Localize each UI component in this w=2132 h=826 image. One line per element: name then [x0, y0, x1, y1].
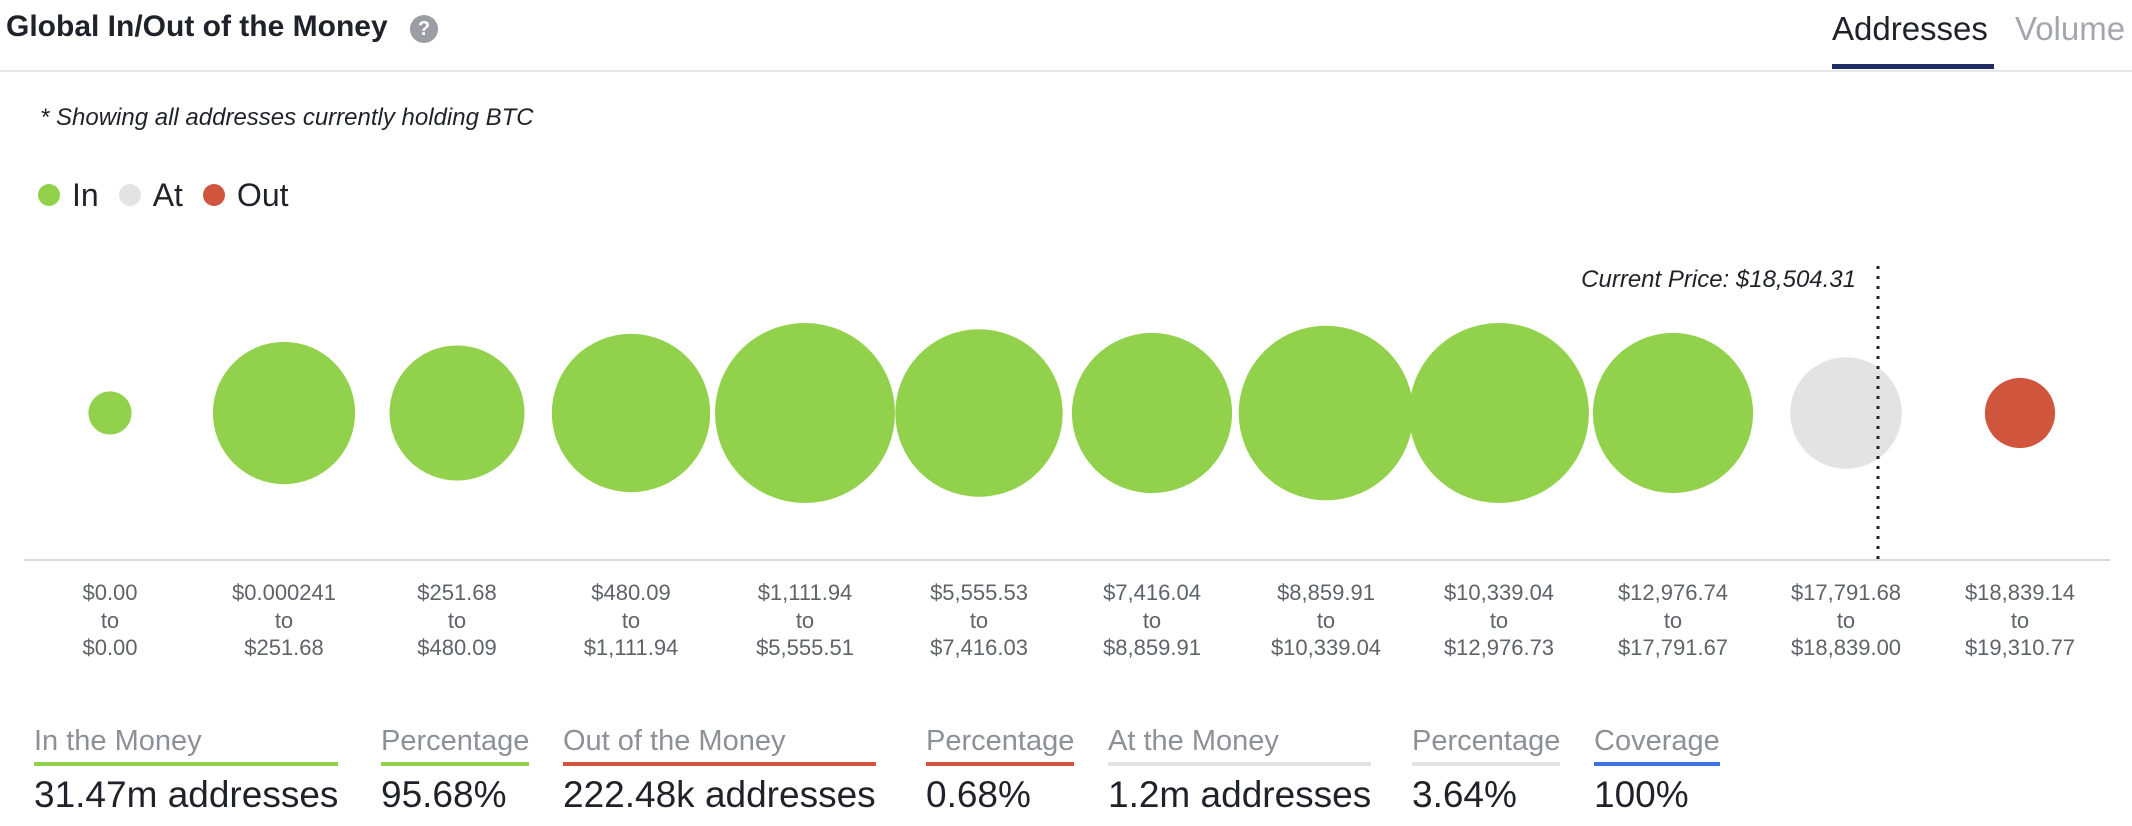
- legend: In At Out: [38, 175, 309, 215]
- tick-label-from: $480.09: [591, 580, 671, 605]
- tick-label-to-word: to: [275, 608, 293, 633]
- tick-label-to-word: to: [1317, 608, 1335, 633]
- tick-label-from: $0.000241: [232, 580, 336, 605]
- tick-label-to-word: to: [1837, 608, 1855, 633]
- bubble-out[interactable]: [1984, 377, 2056, 449]
- current-price-label: Current Price: $18,504.31: [1581, 266, 1856, 293]
- tab-volume[interactable]: Volume: [2015, 10, 2126, 47]
- bubble-in[interactable]: [895, 329, 1063, 497]
- tick-label-from: $17,791.68: [1791, 580, 1901, 605]
- tick-label-from: $10,339.04: [1444, 580, 1554, 605]
- bubble-in[interactable]: [212, 341, 356, 485]
- tick-label-to: $10,339.04: [1271, 635, 1381, 660]
- tick-label-to: $19,310.77: [1965, 635, 2075, 660]
- tick-label-to: $7,416.03: [930, 635, 1028, 660]
- tick-label-to-word: to: [1664, 608, 1682, 633]
- holding-note: * Showing all addresses currently holdin…: [40, 104, 534, 131]
- tick-label-to: $1,111.94: [584, 635, 679, 660]
- bubble-in[interactable]: [715, 323, 895, 503]
- stat-value: 222.48k addresses: [563, 774, 876, 815]
- legend-label-out: Out: [236, 176, 289, 213]
- tick-label-to: $480.09: [417, 635, 497, 660]
- tick-label-to-word: to: [1143, 608, 1161, 633]
- stat-out-of-the-money: Out of the Money 222.48k addresses: [563, 725, 876, 816]
- tick-label-to: $8,859.91: [1103, 635, 1201, 660]
- tick-label-from: $251.68: [417, 580, 497, 605]
- stat-in-the-money: In the Money 31.47m addresses: [34, 725, 339, 816]
- bubble-chart: $0.00to$0.00$0.000241to$251.68$251.68to$…: [24, 266, 2110, 660]
- stat-value: 95.68%: [381, 774, 507, 815]
- legend-item-at[interactable]: At: [118, 176, 183, 214]
- stat-percentage: Percentage 0.68%: [926, 725, 1075, 816]
- legend-label-at: At: [152, 176, 183, 213]
- tick-label-to: $12,976.73: [1444, 635, 1554, 660]
- tick-label-from: $7,416.04: [1103, 580, 1201, 605]
- tick-label-from: $5,555.53: [930, 580, 1028, 605]
- legend-item-in[interactable]: In: [38, 177, 99, 214]
- tick-label-to: $251.68: [244, 635, 324, 660]
- chart-title: Global In/Out of the Money: [6, 10, 388, 43]
- stat-at-the-money: At the Money 1.2m addresses: [1108, 725, 1372, 816]
- tick-label-to-word: to: [101, 608, 119, 633]
- tick-label-from: $12,976.74: [1618, 580, 1728, 605]
- tick-label-to-word: to: [970, 608, 988, 633]
- bubble-in[interactable]: [88, 391, 132, 435]
- stat-label: In the Money: [34, 725, 339, 766]
- legend-label-in: In: [72, 176, 99, 213]
- tick-label-from: $0.00: [82, 580, 137, 605]
- tick-label-to-word: to: [2011, 608, 2029, 633]
- bubble-in[interactable]: [1592, 332, 1754, 494]
- tick-label-from: $1,111.94: [758, 580, 853, 605]
- chart-header: Global In/Out of the Money ? Addresses V…: [0, 0, 2132, 72]
- stat-value: 100%: [1594, 774, 1689, 815]
- bubble-in[interactable]: [1071, 332, 1233, 494]
- tick-label-to: $17,791.67: [1618, 635, 1728, 660]
- stat-label: Out of the Money: [563, 725, 876, 766]
- stat-label: Coverage: [1594, 725, 1720, 766]
- stat-value: 31.47m addresses: [34, 774, 339, 815]
- legend-dot-out: [202, 184, 225, 206]
- bubble-in[interactable]: [1238, 325, 1414, 501]
- tick-label-to-word: to: [1490, 608, 1508, 633]
- stat-value: 1.2m addresses: [1108, 774, 1372, 815]
- bubble-in[interactable]: [551, 333, 711, 493]
- question-circle-icon[interactable]: ?: [410, 15, 438, 43]
- stats-row: In the Money 31.47m addresses Percentage 95…: [0, 725, 2132, 825]
- bubble-in[interactable]: [389, 345, 525, 481]
- legend-item-out[interactable]: Out: [202, 176, 289, 214]
- bubble-in[interactable]: [1409, 323, 1589, 503]
- active-tab-indicator: [1832, 64, 1994, 69]
- tick-label-to: $0.00: [82, 635, 137, 660]
- tick-label-to-word: to: [622, 608, 640, 633]
- tick-label-to: $18,839.00: [1791, 635, 1901, 660]
- stat-percentage: Percentage 3.64%: [1412, 725, 1561, 816]
- legend-dot-at: [118, 184, 141, 206]
- stat-label: Percentage: [1412, 725, 1561, 766]
- legend-dot-in: [38, 184, 60, 206]
- stat-label: Percentage: [381, 725, 530, 766]
- tick-label-to-word: to: [448, 608, 466, 633]
- stat-value: 3.64%: [1412, 774, 1517, 815]
- stat-coverage: Coverage 100%: [1594, 725, 1720, 816]
- tick-label-to: $5,555.51: [756, 635, 854, 660]
- bubble-at[interactable]: [1790, 357, 1902, 469]
- tab-addresses[interactable]: Addresses: [1832, 10, 1988, 47]
- stat-label: At the Money: [1108, 725, 1372, 766]
- tick-label-to-word: to: [796, 608, 814, 633]
- stat-value: 0.68%: [926, 774, 1031, 815]
- stat-percentage: Percentage 95.68%: [381, 725, 530, 816]
- tick-label-from: $8,859.91: [1277, 580, 1375, 605]
- tick-label-from: $18,839.14: [1965, 580, 2075, 605]
- stat-label: Percentage: [926, 725, 1075, 766]
